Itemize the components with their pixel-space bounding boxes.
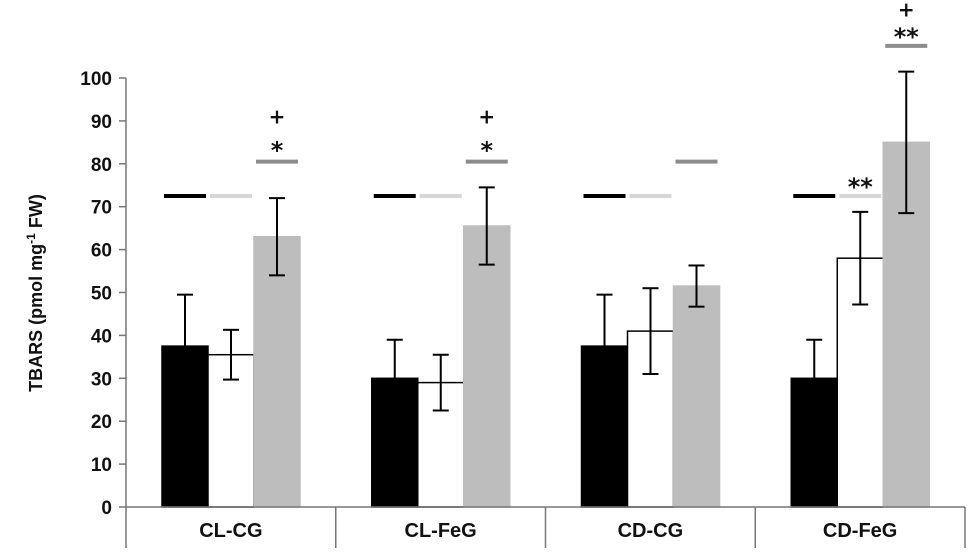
category-label: CL-FeG [405,520,477,542]
category-label: CD-CG [618,520,684,542]
significance-marker: + [269,105,286,129]
y-tick-labels: 0 10 20 30 40 50 60 70 80 90 100 [80,69,112,519]
significance-marker: * [480,137,493,165]
error-bars-layer [177,70,915,418]
y-axis-label: TBARS (pmol mg-1 FW) [24,194,46,392]
bar [253,235,301,508]
y-axis-label-superscript: -1 [24,233,38,244]
y-tick-label: 30 [91,369,112,390]
significance-marker: + [478,105,495,129]
significance-marker: + [898,0,915,21]
y-axis-label-main: TBARS (pmol mg [26,244,46,392]
category-labels: CL-CG CL-FeG CD-CG CD-FeG [199,520,897,542]
bar [463,225,511,508]
comparison-lines [164,43,928,198]
category-label: CD-FeG [823,520,897,542]
y-tick-label: 0 [101,498,112,519]
category-label: CL-CG [199,520,262,542]
y-tick-label: 60 [91,241,112,262]
y-tick-label: 80 [91,155,112,176]
y-tick-label: 90 [91,112,112,133]
significance-marker: ** [894,23,920,51]
y-tick-label: 20 [91,412,112,433]
bar [672,285,721,508]
significance-annotations: *+*+****+ [269,0,920,201]
y-tick-label: 70 [91,198,112,219]
significance-marker: ** [848,173,874,201]
y-tick-label: 100 [80,69,112,90]
y-axis-label-tail: FW) [26,194,46,233]
y-tick-label: 40 [91,326,112,347]
y-tick-label: 10 [91,455,112,476]
axes-layer [119,77,966,548]
y-tick-label: 50 [91,284,112,305]
significance-marker: * [271,137,284,165]
